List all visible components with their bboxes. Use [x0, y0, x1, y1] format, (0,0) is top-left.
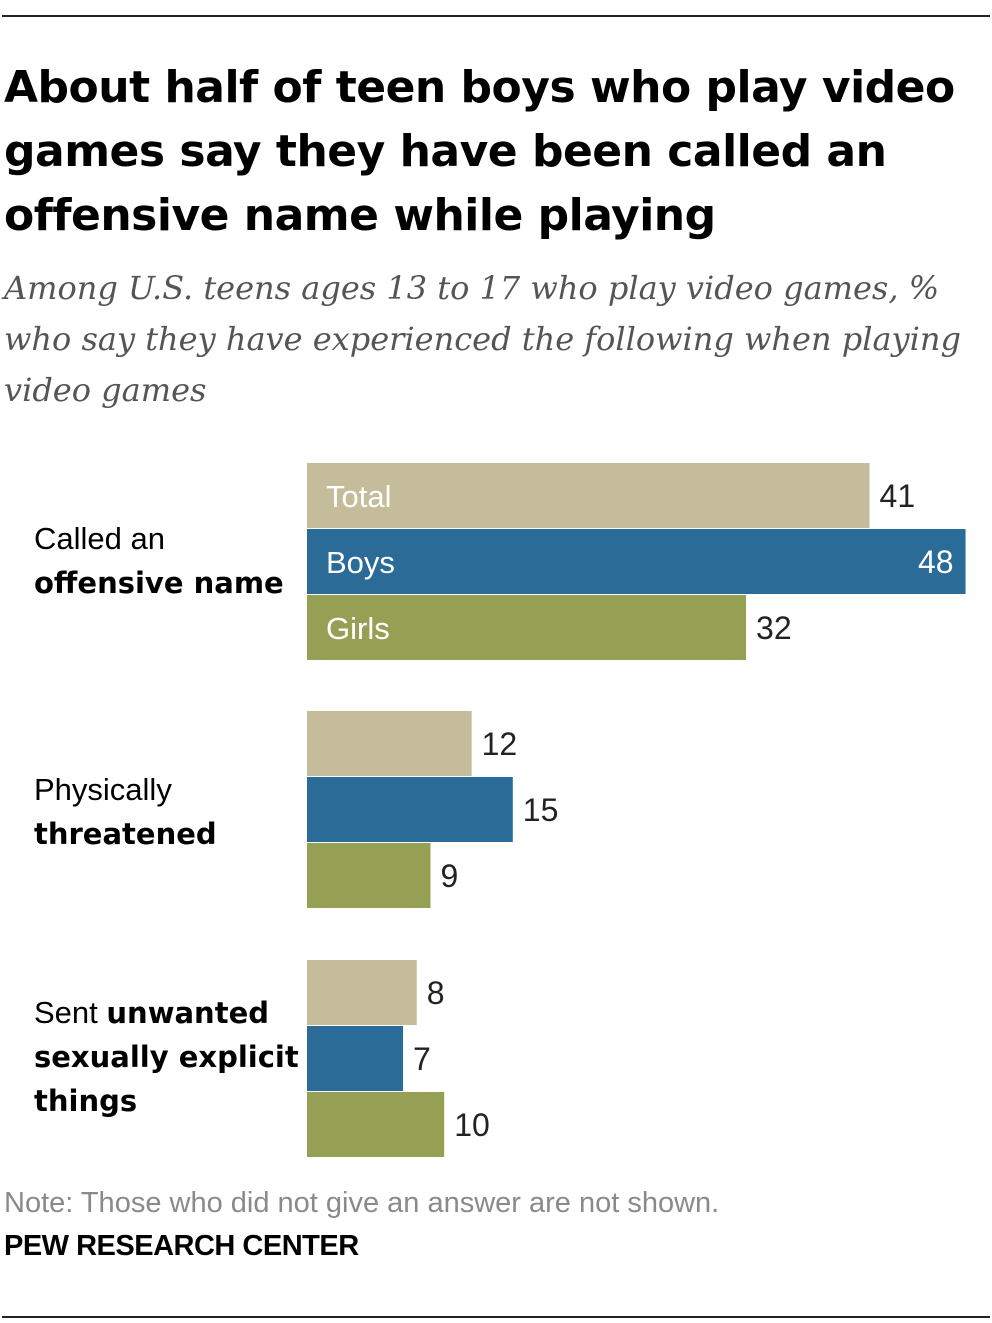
value-label-girls-2: 10 — [454, 1107, 490, 1143]
value-label-total-0: 41 — [880, 478, 916, 514]
chart-subtitle: Among U.S. teens ages 13 to 17 who play … — [4, 269, 961, 409]
category-label-threatened: Physically threatened — [34, 768, 217, 856]
legend-label-total: Total — [326, 479, 391, 514]
top-rule — [2, 15, 990, 17]
chart-title: About half of teen boys who play video g… — [4, 62, 955, 241]
value-label-boys-2: 7 — [413, 1041, 431, 1077]
bar-total-0 — [307, 463, 870, 528]
value-label-boys-0: 48 — [918, 544, 954, 580]
category-label-plain: Physically — [34, 772, 172, 807]
bar-girls-0 — [307, 595, 747, 660]
bar-girls-1 — [307, 843, 431, 908]
category-label-bold: threatened — [34, 817, 217, 851]
bar-total-1 — [307, 711, 472, 776]
category-label-sexually-explicit: Sent unwanted sexually explicit things — [34, 991, 304, 1123]
bar-boys-0 — [307, 529, 966, 594]
category-label-plain: Called an — [34, 521, 165, 556]
value-label-total-2: 8 — [427, 975, 445, 1011]
bar-girls-2 — [307, 1092, 445, 1157]
category-label-bold: unwanted sexually explicit things — [34, 996, 299, 1118]
value-label-girls-0: 32 — [756, 610, 792, 646]
category-label-offensive-name: Called an offensive name — [34, 517, 284, 605]
value-label-total-1: 12 — [482, 726, 518, 762]
value-label-girls-1: 9 — [440, 858, 458, 894]
chart-note: Note: Those who did not give an answer a… — [4, 1187, 720, 1219]
value-label-boys-1: 15 — [523, 792, 559, 828]
category-label-bold: offensive name — [34, 566, 284, 600]
source-credit: PEW RESEARCH CENTER — [4, 1230, 359, 1262]
bar-boys-1 — [307, 777, 513, 842]
legend-label-boys: Boys — [326, 545, 395, 580]
category-label-plain: Sent — [34, 995, 98, 1030]
bar-boys-2 — [307, 1026, 404, 1091]
bottom-rule — [2, 1316, 990, 1318]
bar-total-2 — [307, 960, 417, 1025]
legend-label-girls: Girls — [326, 611, 390, 646]
